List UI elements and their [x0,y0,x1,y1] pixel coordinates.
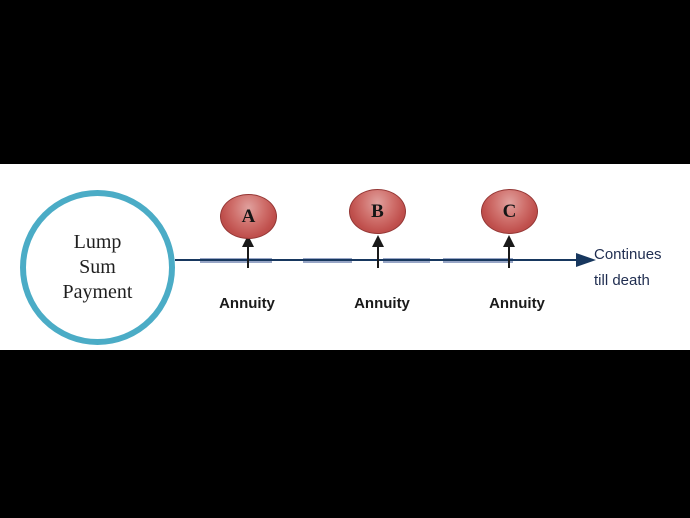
continues-till-death-label: Continues till death [594,246,662,289]
lump-sum-label: Lump Sum Payment [62,231,133,303]
timeline-graphics [175,235,596,268]
up-arrow-icon [372,235,384,268]
up-arrow-icon [242,235,254,268]
annuity-caption: Annuity [354,295,410,312]
up-arrow-icon [503,235,515,268]
diagram-area: Lump Sum Payment A B C Annuity Annuity A… [0,164,690,350]
annuity-node-letter: A [241,205,256,227]
annuity-node-a: A [220,194,277,239]
annuity-node-b: B [349,189,406,234]
annuity-node-letter: B [371,200,384,222]
annuity-node-letter: C [502,200,517,222]
timeline-line [175,259,578,261]
lump-sum-circle: Lump Sum Payment [20,190,175,345]
annuity-caption: Annuity [219,295,275,312]
annuity-caption: Annuity [489,295,545,312]
arrowhead-right-icon [576,253,596,267]
annuity-node-c: C [481,189,538,234]
